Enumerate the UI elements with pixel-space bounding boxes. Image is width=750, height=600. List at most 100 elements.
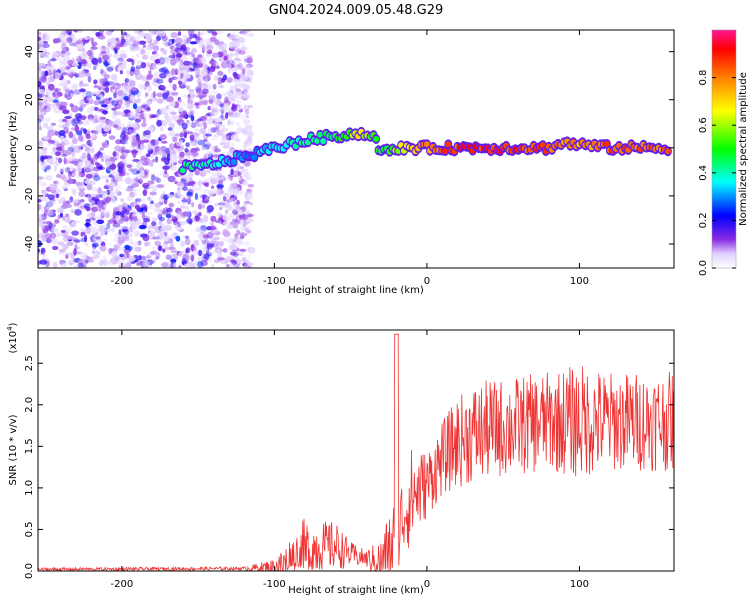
noise-cell bbox=[38, 212, 43, 216]
noise-cell bbox=[77, 43, 85, 50]
noise-cell bbox=[145, 153, 151, 158]
noise-cell bbox=[38, 73, 42, 80]
noise-cell bbox=[46, 159, 53, 164]
noise-cell bbox=[162, 50, 168, 56]
noise-cell bbox=[68, 178, 73, 185]
noise-cell bbox=[91, 227, 97, 233]
noise-cell bbox=[152, 236, 160, 240]
noise-cell bbox=[202, 220, 206, 227]
noise-cell bbox=[90, 37, 94, 44]
noise-cell bbox=[236, 64, 245, 68]
noise-cell bbox=[80, 103, 87, 108]
noise-cell bbox=[192, 239, 198, 247]
noise-cell bbox=[159, 133, 167, 141]
noise-cell bbox=[232, 112, 239, 117]
x-tick-label: 0 bbox=[424, 579, 430, 590]
noise-cell bbox=[94, 162, 100, 166]
x-tick-label: -200 bbox=[111, 276, 134, 287]
noise-cell bbox=[121, 228, 128, 233]
noise-cell bbox=[145, 81, 150, 87]
noise-cell bbox=[155, 256, 159, 260]
noise-cell bbox=[84, 160, 91, 164]
noise-cell bbox=[144, 64, 151, 71]
noise-cell bbox=[78, 100, 86, 105]
noise-cell bbox=[181, 181, 188, 188]
noise-cell bbox=[99, 245, 107, 252]
noise-cell bbox=[135, 198, 142, 203]
noise-cell bbox=[202, 138, 208, 143]
noise-cell bbox=[71, 150, 76, 158]
noise-cell bbox=[179, 132, 184, 138]
noise-cell bbox=[58, 130, 66, 136]
x-tick-label: -100 bbox=[263, 579, 286, 590]
noise-cell bbox=[140, 31, 145, 38]
spectrogram-frame bbox=[37, 29, 675, 269]
spectrogram-xlabel: Height of straight line (km) bbox=[288, 285, 424, 296]
noise-cell bbox=[101, 142, 107, 148]
noise-cell bbox=[215, 122, 223, 127]
noise-cell bbox=[54, 181, 58, 188]
noise-cell bbox=[60, 30, 68, 35]
noise-cell bbox=[211, 52, 219, 58]
noise-cell bbox=[89, 147, 95, 154]
noise-cell bbox=[117, 246, 126, 251]
noise-cell bbox=[111, 250, 118, 258]
noise-cell bbox=[168, 90, 175, 98]
noise-cell bbox=[182, 111, 188, 119]
noise-cell bbox=[38, 41, 42, 49]
noise-cell bbox=[226, 77, 233, 83]
noise-cell bbox=[244, 262, 248, 268]
noise-cell bbox=[248, 147, 253, 152]
noise-cell bbox=[161, 262, 169, 268]
noise-cell bbox=[62, 176, 68, 182]
noise-cell bbox=[182, 201, 186, 206]
noise-cell bbox=[201, 101, 208, 106]
noise-cell bbox=[126, 69, 130, 76]
noise-cell bbox=[115, 37, 122, 45]
noise-cell bbox=[106, 189, 111, 195]
y-tick-label: 20 bbox=[24, 93, 35, 106]
noise-cell bbox=[244, 108, 250, 115]
noise-cell bbox=[199, 128, 206, 134]
noise-cell bbox=[220, 106, 226, 111]
noise-cell bbox=[213, 108, 221, 113]
noise-cell bbox=[62, 230, 68, 239]
noise-cell bbox=[208, 95, 216, 100]
noise-cell bbox=[59, 61, 65, 69]
noise-cell bbox=[249, 202, 253, 206]
noise-cell bbox=[242, 180, 249, 186]
noise-cell bbox=[247, 213, 254, 218]
noise-cell bbox=[70, 93, 74, 97]
noise-cell bbox=[177, 31, 182, 36]
noise-cell bbox=[209, 178, 217, 185]
noise-cell bbox=[89, 169, 95, 174]
noise-cell bbox=[197, 57, 202, 64]
noise-cell bbox=[64, 124, 70, 128]
noise-cell bbox=[211, 90, 218, 94]
noise-cell bbox=[234, 52, 240, 56]
noise-cell bbox=[62, 118, 68, 123]
ridge-cell bbox=[179, 167, 186, 174]
noise-cell bbox=[141, 104, 147, 108]
noise-cell bbox=[119, 160, 124, 165]
noise-cell bbox=[113, 124, 119, 128]
noise-cell bbox=[100, 68, 104, 74]
noise-cell bbox=[63, 87, 71, 93]
noise-cell bbox=[223, 103, 230, 108]
noise-cell bbox=[111, 227, 116, 233]
noise-cell bbox=[230, 52, 234, 58]
noise-cell bbox=[188, 89, 195, 93]
noise-cell bbox=[228, 244, 234, 251]
noise-cell bbox=[74, 199, 79, 204]
noise-cell bbox=[202, 170, 207, 176]
noise-cell bbox=[170, 259, 177, 263]
noise-cell bbox=[186, 217, 193, 224]
noise-cell bbox=[63, 126, 70, 134]
noise-cell bbox=[91, 41, 98, 47]
noise-cell bbox=[193, 239, 200, 246]
noise-cell bbox=[161, 35, 168, 42]
noise-cell bbox=[202, 30, 211, 35]
noise-cell bbox=[237, 82, 244, 88]
noise-cell bbox=[76, 120, 83, 125]
noise-cell bbox=[245, 124, 250, 130]
